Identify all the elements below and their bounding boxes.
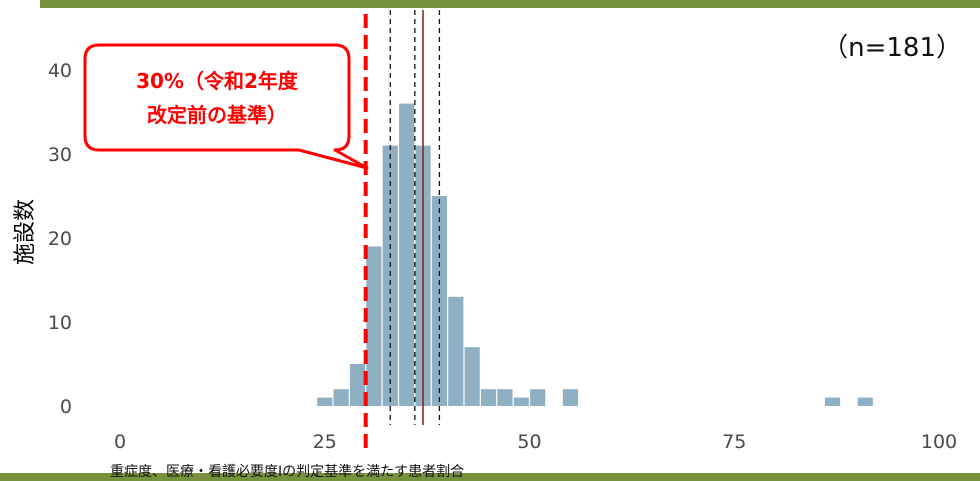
- histogram-bar: [317, 397, 333, 406]
- callout: 30%（令和2年度 改定前の基準）: [83, 43, 369, 170]
- histogram-bar: [497, 389, 513, 406]
- x-tick-label: 75: [722, 431, 746, 453]
- callout-line-1: 30%（令和2年度: [136, 69, 299, 93]
- histogram-bar: [399, 103, 415, 406]
- callout-line-2: 改定前の基準）: [147, 103, 287, 127]
- top-frame-bar: [40, 0, 980, 8]
- x-tick-label: 25: [313, 431, 337, 453]
- x-tick-label: 100: [921, 431, 957, 453]
- histogram-bar: [562, 389, 579, 406]
- x-tick-label: 0: [114, 431, 126, 453]
- sample-size-label: （n=181）: [822, 33, 962, 63]
- histogram-bar: [333, 389, 349, 406]
- histogram-bar: [824, 397, 841, 406]
- histogram-bar: [530, 389, 546, 406]
- y-axis-label: 施設数: [13, 199, 38, 265]
- histogram-bar: [349, 364, 366, 406]
- x-tick-label: 50: [517, 431, 541, 453]
- y-tick-label: 30: [48, 144, 72, 166]
- y-tick-label: 40: [48, 60, 72, 82]
- x-axis-label: 重症度、医療・看護必要度Iの判定基準を満たす患者割合: [110, 463, 464, 480]
- y-tick-label: 20: [48, 228, 72, 250]
- histogram-bar: [448, 296, 464, 406]
- y-tick-label: 0: [60, 396, 72, 418]
- y-tick-label: 10: [48, 312, 72, 334]
- histogram-bar: [480, 389, 497, 406]
- callout-bubble: [83, 43, 369, 170]
- histogram-bar: [366, 246, 382, 406]
- histogram-bar: [513, 397, 529, 406]
- bottom-frame-bar: [0, 473, 980, 481]
- histogram-bar: [464, 347, 480, 406]
- histogram-bar: [857, 397, 873, 406]
